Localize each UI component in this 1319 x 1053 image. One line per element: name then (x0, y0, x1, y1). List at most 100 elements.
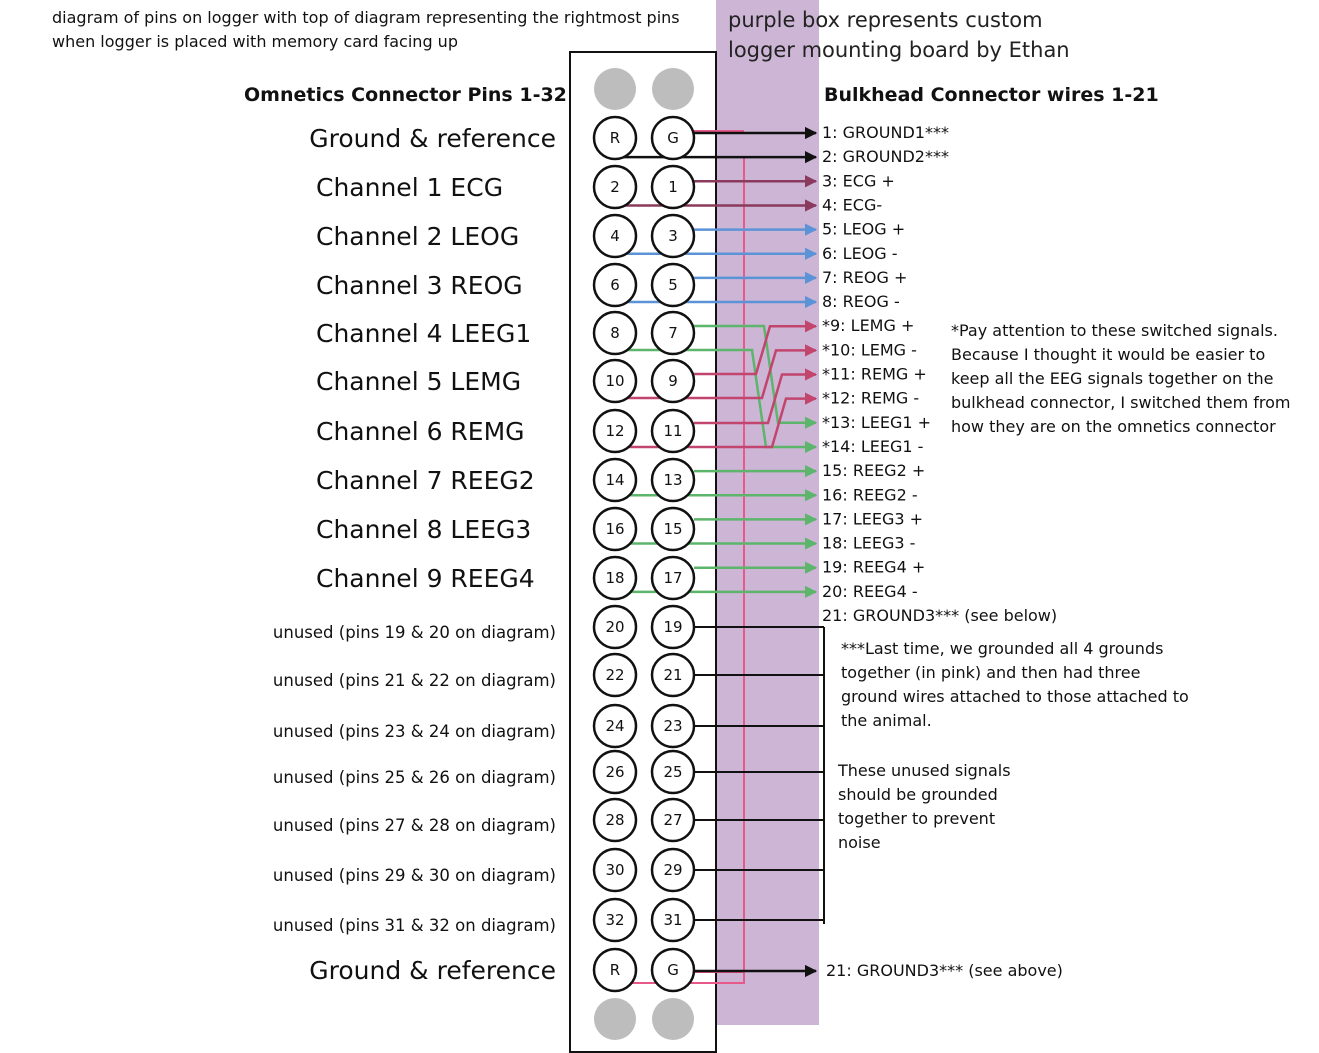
pin-circle (592, 115, 638, 161)
switched-signals-note: *Pay attention to these switched signals… (951, 321, 1291, 436)
wire-label: *9: LEMG + (822, 316, 914, 335)
pin-circle (592, 703, 638, 749)
pin-label: 21 (663, 666, 682, 684)
svg-text:the animal.: the animal. (841, 711, 932, 730)
channel-label: Channel 7 REEG2 (316, 466, 535, 495)
pin-circle (592, 408, 638, 454)
svg-text:ground wires attached to those: ground wires attached to those attached … (841, 687, 1189, 706)
unused-label: unused (pins 25 & 26 on diagram) (273, 768, 556, 787)
pin-label: 15 (663, 520, 682, 538)
wire-label: 20: REEG4 - (822, 582, 918, 601)
pin-circle (592, 310, 638, 356)
channel-label: Ground & reference (309, 956, 556, 985)
pin-circle (650, 555, 696, 601)
pin-circle (650, 749, 696, 795)
svg-text:*Pay attention to these switch: *Pay attention to these switched signals… (951, 321, 1278, 340)
pin-label: 19 (663, 618, 682, 636)
pin-circle (650, 115, 696, 161)
mounting-hole (594, 68, 636, 110)
pin-label: 28 (605, 811, 624, 829)
pin-circle (650, 164, 696, 210)
mounting-hole (652, 68, 694, 110)
wire-label: 4: ECG- (822, 195, 882, 214)
wire-label: 8: REOG - (822, 292, 900, 311)
switched-wire (694, 368, 818, 425)
wire-label: 5: LEOG + (822, 220, 905, 239)
unused-label: unused (pins 29 & 30 on diagram) (273, 866, 556, 885)
wire-label: 17: LEEG3 + (822, 509, 923, 528)
svg-text:should be grounded: should be grounded (838, 785, 998, 804)
unused-label: unused (pins 31 & 32 on diagram) (273, 916, 556, 935)
switched-wire (615, 392, 818, 449)
pin-circle (592, 164, 638, 210)
pin-label: 4 (610, 227, 620, 245)
pin-circle (592, 749, 638, 795)
pin-label: 17 (663, 569, 682, 587)
pin-label: 29 (663, 861, 682, 879)
wire-label: 16: REEG2 - (822, 485, 918, 504)
wire-label: 6: LEOG - (822, 244, 898, 263)
wire-label: 15: REEG2 + (822, 461, 925, 480)
wire-label: *13: LEEG1 + (822, 413, 931, 432)
pin-label: 25 (663, 763, 682, 781)
pin-circle (650, 847, 696, 893)
svg-text:together (in pink) and then ha: together (in pink) and then had three (841, 663, 1140, 682)
pin-circle (650, 213, 696, 259)
wire-label: *10: LEMG - (822, 340, 917, 359)
pin-label: 32 (605, 911, 624, 929)
pin-circle (592, 604, 638, 650)
pin-circle (650, 947, 696, 993)
pin-label: 1 (668, 178, 678, 196)
pin-circle (650, 652, 696, 698)
channel-label: Channel 1 ECG (316, 173, 503, 202)
pin-circle (592, 797, 638, 843)
pin-label: 5 (668, 276, 678, 294)
channel-label: Channel 3 REOG (316, 271, 523, 300)
svg-text:noise: noise (838, 833, 881, 852)
pin-circle (592, 506, 638, 552)
pin-label: 10 (605, 372, 624, 390)
omnetics-header: Omnetics Connector Pins 1-32 (244, 84, 567, 106)
pin-label: 14 (605, 471, 624, 489)
purple-note-line-1: purple box represents custom (728, 8, 1043, 32)
mounting-board (716, 0, 819, 1025)
unused-signals-note: These unused signals should be grounded … (837, 761, 1011, 852)
pin-label: 2 (610, 178, 620, 196)
pin-label: R (610, 961, 620, 979)
switched-wire (615, 344, 818, 400)
pin-label: 8 (610, 324, 620, 342)
pin-label: 3 (668, 227, 678, 245)
wire-label: *12: REMG - (822, 389, 919, 408)
svg-text:Because I thought it would be: Because I thought it would be easier to (951, 345, 1265, 364)
pin-circle (650, 358, 696, 404)
unused-label: unused (pins 21 & 22 on diagram) (273, 671, 556, 690)
switched-wire (694, 319, 818, 376)
pin-label: 7 (668, 324, 678, 342)
pin-label: G (667, 129, 679, 147)
wire-label: 18: LEEG3 - (822, 534, 915, 553)
pin-circle (650, 310, 696, 356)
channel-label: Ground & reference (309, 124, 556, 153)
pin-circle (650, 262, 696, 308)
pin-label: 30 (605, 861, 624, 879)
pin-circle (592, 847, 638, 893)
unused-label: unused (pins 19 & 20 on diagram) (273, 623, 556, 642)
wire-label: *14: LEEG1 - (822, 437, 923, 456)
wire-label: 3: ECG + (822, 171, 895, 190)
pin-label: R (610, 129, 620, 147)
pin-label: 20 (605, 618, 624, 636)
pin-circle (592, 652, 638, 698)
pin-label: 9 (668, 372, 678, 390)
pin-label: 26 (605, 763, 624, 781)
wire-label: 1: GROUND1*** (822, 123, 949, 142)
bulkhead-header: Bulkhead Connector wires 1-21 (824, 84, 1159, 106)
pin-circle (650, 408, 696, 454)
pin-label: 6 (610, 276, 620, 294)
channel-label: Channel 5 LEMG (316, 367, 521, 396)
unused-label: unused (pins 23 & 24 on diagram) (273, 722, 556, 741)
wire-label: 19: REEG4 + (822, 558, 925, 577)
pin-label: 13 (663, 471, 682, 489)
pin-label: 27 (663, 811, 682, 829)
pin-label: 24 (605, 717, 624, 735)
